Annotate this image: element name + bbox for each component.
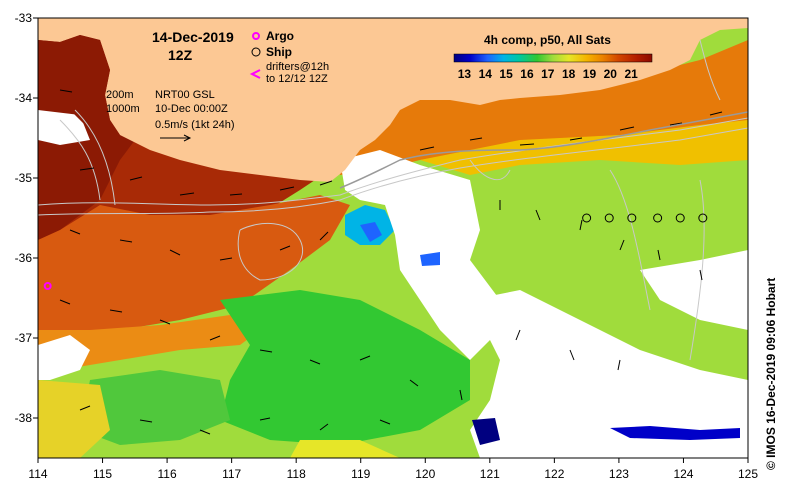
cold-water-patch-south: [472, 418, 500, 445]
colorbar-title: 4h comp, p50, All Sats: [484, 33, 611, 47]
colorbar-tick-label: 18: [562, 67, 576, 81]
colorbar-tick-label: 15: [499, 67, 513, 81]
bathymetry-contours: [38, 39, 748, 361]
green-water-south: [220, 290, 470, 445]
legend-argo: Argo: [266, 29, 294, 43]
no-data-cloud-south: [470, 290, 748, 458]
no-data-cloud-east: [640, 250, 748, 330]
colorbar-tick-label: 20: [604, 67, 618, 81]
legend-drifters-line1: drifters@12h: [266, 61, 329, 73]
colorbar-tick-label: 14: [479, 67, 493, 81]
lat-tick-label: -36: [15, 251, 33, 265]
drifter-legend-icon: [249, 69, 261, 79]
legend-drifters-line2: to 12/12 12Z: [266, 73, 328, 85]
colorbar-ticks: 13 14 15 16 17 18 19 20 21: [458, 67, 638, 81]
warm-water-coast: [38, 35, 120, 135]
lat-tick-label: -33: [15, 11, 33, 25]
lon-tick-label: 125: [738, 467, 758, 481]
legend-contour-200: 200m: [106, 89, 134, 101]
lon-tick-label: 116: [158, 467, 177, 481]
lon-tick-label: 115: [93, 467, 112, 481]
lon-tick-label: 122: [544, 467, 564, 481]
lon-tick-label: 124: [673, 467, 693, 481]
lat-tick-label: -38: [15, 411, 33, 425]
lat-tick-label: -35: [15, 171, 33, 185]
map-time: 12Z: [168, 47, 193, 63]
ship-marker: [582, 213, 592, 223]
argo-legend-icon: [252, 32, 260, 40]
orange-water-south: [38, 315, 260, 375]
legend-product-line1: NRT00 GSL: [155, 89, 215, 101]
lat-tick-label: -34: [15, 91, 33, 105]
warm-water-north-east: [330, 40, 748, 175]
green-water-southwest: [80, 370, 230, 445]
current-vectors: [59, 89, 723, 435]
colorbar-tick-label: 21: [624, 67, 638, 81]
lon-tick-label: 117: [222, 467, 241, 481]
yellow-water-south-mid: [290, 440, 400, 458]
colorbar-scale: [453, 53, 653, 63]
lon-tick-label: 114: [28, 467, 47, 481]
map-date: 14-Dec-2019: [152, 29, 234, 45]
lon-tick-label: 118: [287, 467, 306, 481]
orange-water-band: [38, 195, 350, 340]
colorbar-tick-label: 19: [583, 67, 597, 81]
legend-ship: Ship: [266, 45, 292, 59]
ship-marker: [627, 213, 637, 223]
drifter-track: [339, 111, 748, 189]
map-frame-border: [37, 17, 749, 459]
imos-credit: © IMOS 16-Dec-2019 09:06 Hobart: [764, 277, 778, 470]
yellow-water-southwest: [38, 380, 110, 458]
no-data-cloud-northwest: [38, 110, 90, 145]
longitude-axis: 114 115 116 117 118 119 120 121 122 123 124 125: [28, 458, 758, 481]
lon-tick-label: 119: [351, 467, 370, 481]
ship-legend-icon: [251, 47, 261, 57]
argo-marker: [43, 282, 52, 290]
argo-markers: [43, 282, 52, 290]
blue-patch-east: [420, 252, 440, 266]
legend-scale-vector: 0.5m/s (1kt 24h): [155, 119, 234, 131]
colorbar-tick-label: 13: [458, 67, 472, 81]
yellow-water-east: [420, 120, 748, 175]
lat-tick-label: -37: [15, 331, 33, 345]
scale-vector-arrow: [160, 134, 192, 142]
legend-product-line2: 10-Dec 00:00Z: [155, 103, 228, 115]
ship-marker: [675, 213, 685, 223]
ship-marker: [604, 213, 614, 223]
ship-marker: [698, 213, 708, 223]
ship-marker: [653, 213, 663, 223]
lon-tick-label: 121: [480, 467, 500, 481]
map-plot-area: 14-Dec-2019 12Z Argo Ship drifters@12h t…: [38, 18, 748, 458]
ship-markers: [582, 213, 708, 223]
lon-tick-label: 123: [609, 467, 629, 481]
no-data-cloud-west: [38, 335, 90, 380]
cold-water-spot: [360, 222, 382, 242]
lon-tick-label: 120: [415, 467, 435, 481]
latitude-axis: -33 -34 -35 -36 -37 -38: [15, 11, 38, 425]
colorbar-tick-label: 17: [541, 67, 555, 81]
colorbar-tick-label: 16: [520, 67, 534, 81]
legend-contour-1000: 1000m: [106, 103, 140, 115]
cold-water-patch-southeast: [610, 426, 740, 440]
